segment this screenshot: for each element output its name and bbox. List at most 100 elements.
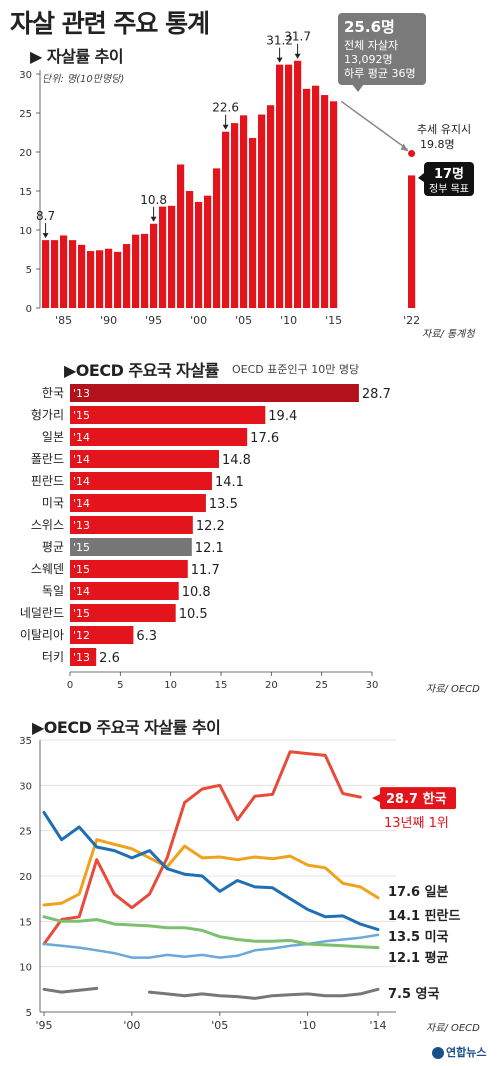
y-tick-label: 10 (19, 963, 32, 974)
country-label: 독일 (42, 584, 64, 598)
value-label: 14.8 (222, 453, 251, 468)
country-label: 터키 (42, 650, 64, 664)
bar (312, 85, 320, 308)
x-tick-label: 0 (67, 680, 73, 691)
year-label: '14 (73, 585, 90, 598)
x-tick-label: '05 (235, 314, 252, 327)
bar (222, 131, 230, 308)
target-box (424, 162, 474, 196)
x-tick-label: 15 (215, 680, 228, 691)
page-title: 자살 관련 주요 통계 (10, 9, 210, 38)
country-label: 평균 (42, 540, 64, 554)
x-tick-label: '10 (280, 314, 297, 327)
value-label: 28.7 (362, 387, 391, 402)
latest-box (338, 13, 426, 85)
y-tick-label: 30 (19, 781, 32, 792)
series-line-미국 (42, 933, 380, 959)
bar (321, 95, 329, 308)
bar (258, 114, 266, 308)
value-label: 17.6 (250, 431, 279, 446)
series-end-label-핀란드: 14.1 핀란드 (388, 908, 461, 924)
bar (70, 384, 359, 402)
year-label: '12 (73, 629, 90, 642)
arrow-head (222, 124, 229, 130)
trend-value: 19.8명 (420, 138, 455, 151)
bar (114, 251, 122, 308)
annotation-label: 10.8 (140, 193, 167, 207)
country-label: 핀란드 (31, 474, 64, 488)
year-label: '13 (73, 651, 90, 664)
logo-mark-icon (432, 1047, 444, 1059)
series-end-label-영국: 7.5 영국 (388, 987, 440, 1002)
annotation-label: 22.6 (212, 101, 239, 115)
arrow-head (42, 233, 49, 239)
country-label: 스웨덴 (31, 562, 64, 576)
arrow-head (150, 216, 157, 222)
bar (249, 137, 257, 308)
country-label: 한국 (42, 386, 64, 400)
korea-label-pointer (372, 794, 380, 803)
value-label: 12.2 (196, 519, 225, 534)
trend-arrow-head (400, 143, 409, 152)
target-pointer (418, 173, 424, 182)
annotation-label: 8.7 (36, 209, 55, 223)
oecd-trend-title: ▶OECD 주요국 자살률 추이 (32, 718, 221, 737)
y-tick-label: 20 (19, 148, 32, 159)
trend-arrow (340, 100, 409, 151)
series-end-label-평균: 12.1 평균 (388, 950, 449, 966)
annotation-label: 31.2 (266, 34, 293, 48)
x-tick-label: 25 (315, 680, 328, 691)
year-label: '15 (73, 607, 90, 620)
oecd-rates-subtitle: OECD 표준인구 10만 명당 (232, 363, 360, 376)
latest-box-pointer (352, 84, 364, 92)
bar (51, 240, 59, 308)
bar (276, 64, 284, 308)
x-tick-label: '85 (55, 314, 72, 327)
bar (141, 233, 149, 308)
series-line-영국 (42, 986, 380, 1000)
bar (123, 244, 131, 308)
x-tick-label: '15 (325, 314, 342, 327)
y-tick-label: 25 (19, 827, 32, 838)
bar (70, 626, 134, 644)
value-label: 14.1 (215, 475, 244, 490)
y-tick-label: 10 (19, 226, 32, 237)
bar (240, 115, 248, 308)
value-label: 10.5 (179, 607, 208, 622)
country-label: 스위스 (31, 518, 64, 532)
oecd-rates-chart: 한국 '13 28.7 헝가리 '15 19.4 일본 '14 17.6 폴란드 '14 14.8 핀란… (20, 384, 391, 691)
year-label: '13 (73, 519, 90, 532)
y-tick-label: 30 (19, 70, 32, 81)
x-tick-label: 5 (117, 680, 123, 691)
year-label: '15 (73, 563, 90, 576)
y-tick-label: 15 (19, 187, 32, 198)
trend-point (408, 150, 416, 158)
value-label: 11.7 (191, 563, 220, 578)
y-tick-label: 20 (19, 872, 32, 883)
suicide-trend-title: ▶ 자살률 추이 (30, 47, 124, 66)
x-tick-label: '05 (211, 1019, 228, 1032)
x-tick-label: 30 (366, 680, 379, 691)
bar (87, 251, 95, 308)
oecd-trend-chart: 5 10 15 20 25 30 35 '95 '00 '05 '10 '14 28.7 한국 13년째 … (19, 736, 461, 1032)
bar (70, 560, 188, 578)
bar (96, 250, 104, 308)
country-label: 이탈리아 (20, 628, 64, 642)
x-tick-label: 10 (164, 680, 177, 691)
bar (267, 105, 275, 308)
bar (105, 248, 113, 308)
y-tick-label: 25 (19, 109, 32, 120)
country-label: 미국 (42, 496, 64, 510)
bar (177, 164, 185, 308)
bar (204, 195, 212, 308)
arrow-head (294, 53, 301, 59)
bar (132, 234, 140, 308)
x-tick-label: '10 (299, 1019, 316, 1032)
bar (285, 64, 293, 308)
bar (231, 123, 239, 308)
latest-line1: 전체 자살자 (344, 39, 398, 52)
bar (69, 240, 77, 308)
year-label: '14 (73, 453, 90, 466)
series-line-핀란드 (42, 811, 380, 931)
latest-value: 25.6명 (344, 18, 395, 36)
